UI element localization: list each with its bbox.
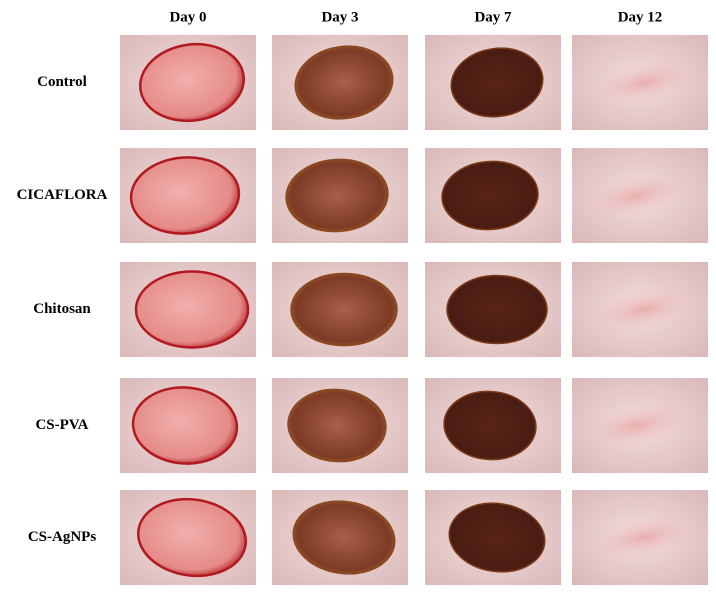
wound [287, 388, 387, 463]
wound-photo [272, 490, 408, 585]
wound [446, 274, 548, 345]
wound-photo [425, 148, 561, 243]
wound-photo [425, 35, 561, 130]
column-header: Day 7 [474, 9, 512, 25]
wound-photo [572, 378, 708, 473]
wound [594, 517, 694, 558]
row-label: CS-AgNPs [28, 529, 96, 545]
wound-photo [120, 378, 256, 473]
wound-photo [425, 262, 561, 357]
column-header: Day 0 [169, 9, 206, 25]
wound [450, 47, 544, 118]
row-label: CS-PVA [35, 417, 88, 433]
row-label: Control [37, 74, 87, 90]
wound-photo [572, 148, 708, 243]
wound [594, 289, 694, 330]
wound-photo [120, 148, 256, 243]
wound-photo [272, 35, 408, 130]
wound [587, 175, 687, 216]
wound-photo [120, 490, 256, 585]
wound [587, 405, 687, 446]
wound-photo [120, 35, 256, 130]
wound-photo [572, 490, 708, 585]
column-header: Day 3 [321, 9, 358, 25]
wound [294, 45, 394, 120]
wound [290, 272, 398, 347]
wound-photo [425, 490, 561, 585]
wound [292, 500, 396, 575]
wound-photo [272, 148, 408, 243]
wound [448, 502, 546, 573]
wound [443, 390, 537, 461]
wound [138, 42, 246, 123]
wound [134, 270, 250, 349]
row-label: Chitosan [33, 301, 91, 317]
wound-photo [572, 262, 708, 357]
wound [285, 158, 389, 233]
wound-photo [272, 262, 408, 357]
wound-photo [120, 262, 256, 357]
wound-photo [572, 35, 708, 130]
wound [129, 156, 241, 235]
column-header: Day 12 [618, 9, 663, 25]
row-label: CICAFLORA [17, 187, 108, 203]
wound-photo [425, 378, 561, 473]
wound-photo [272, 378, 408, 473]
wound [131, 386, 239, 465]
wound [594, 62, 694, 103]
wound [137, 497, 247, 578]
wound [441, 160, 539, 231]
